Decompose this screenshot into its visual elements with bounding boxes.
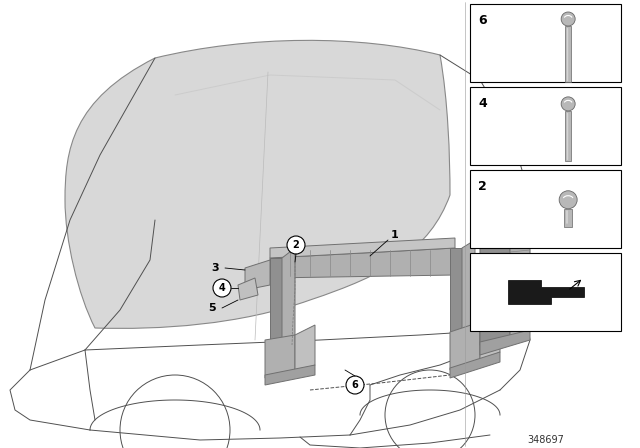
Polygon shape <box>450 352 500 378</box>
Bar <box>564 209 572 227</box>
Polygon shape <box>480 330 530 355</box>
Polygon shape <box>480 315 500 362</box>
Polygon shape <box>270 248 455 278</box>
Text: 2: 2 <box>479 180 487 193</box>
Text: 6: 6 <box>479 14 487 27</box>
Circle shape <box>561 12 575 26</box>
Text: 4: 4 <box>219 283 225 293</box>
Polygon shape <box>282 248 295 345</box>
Circle shape <box>559 191 577 209</box>
Polygon shape <box>238 278 258 300</box>
Text: 5: 5 <box>208 303 216 313</box>
Text: 4: 4 <box>479 97 487 110</box>
Text: 3: 3 <box>211 263 219 273</box>
Polygon shape <box>265 365 315 385</box>
Polygon shape <box>480 215 510 345</box>
Polygon shape <box>480 208 530 225</box>
Text: 6: 6 <box>351 380 358 390</box>
Bar <box>470 170 621 248</box>
Polygon shape <box>295 325 315 375</box>
Polygon shape <box>265 335 295 378</box>
Circle shape <box>213 279 231 297</box>
Bar <box>470 4 621 82</box>
Bar <box>470 253 621 331</box>
Polygon shape <box>450 322 480 370</box>
Circle shape <box>561 97 575 111</box>
Polygon shape <box>462 240 475 335</box>
Bar <box>565 26 571 82</box>
Polygon shape <box>508 280 584 304</box>
Polygon shape <box>510 208 530 340</box>
Text: 348697: 348697 <box>527 435 564 445</box>
Circle shape <box>346 376 364 394</box>
Polygon shape <box>270 258 282 345</box>
Text: 1: 1 <box>391 230 399 240</box>
Text: 2: 2 <box>292 240 300 250</box>
PathPatch shape <box>65 40 450 328</box>
Polygon shape <box>245 260 270 290</box>
Bar <box>470 87 621 165</box>
Bar <box>565 111 571 161</box>
Polygon shape <box>450 248 462 335</box>
Circle shape <box>287 236 305 254</box>
Polygon shape <box>270 238 455 258</box>
